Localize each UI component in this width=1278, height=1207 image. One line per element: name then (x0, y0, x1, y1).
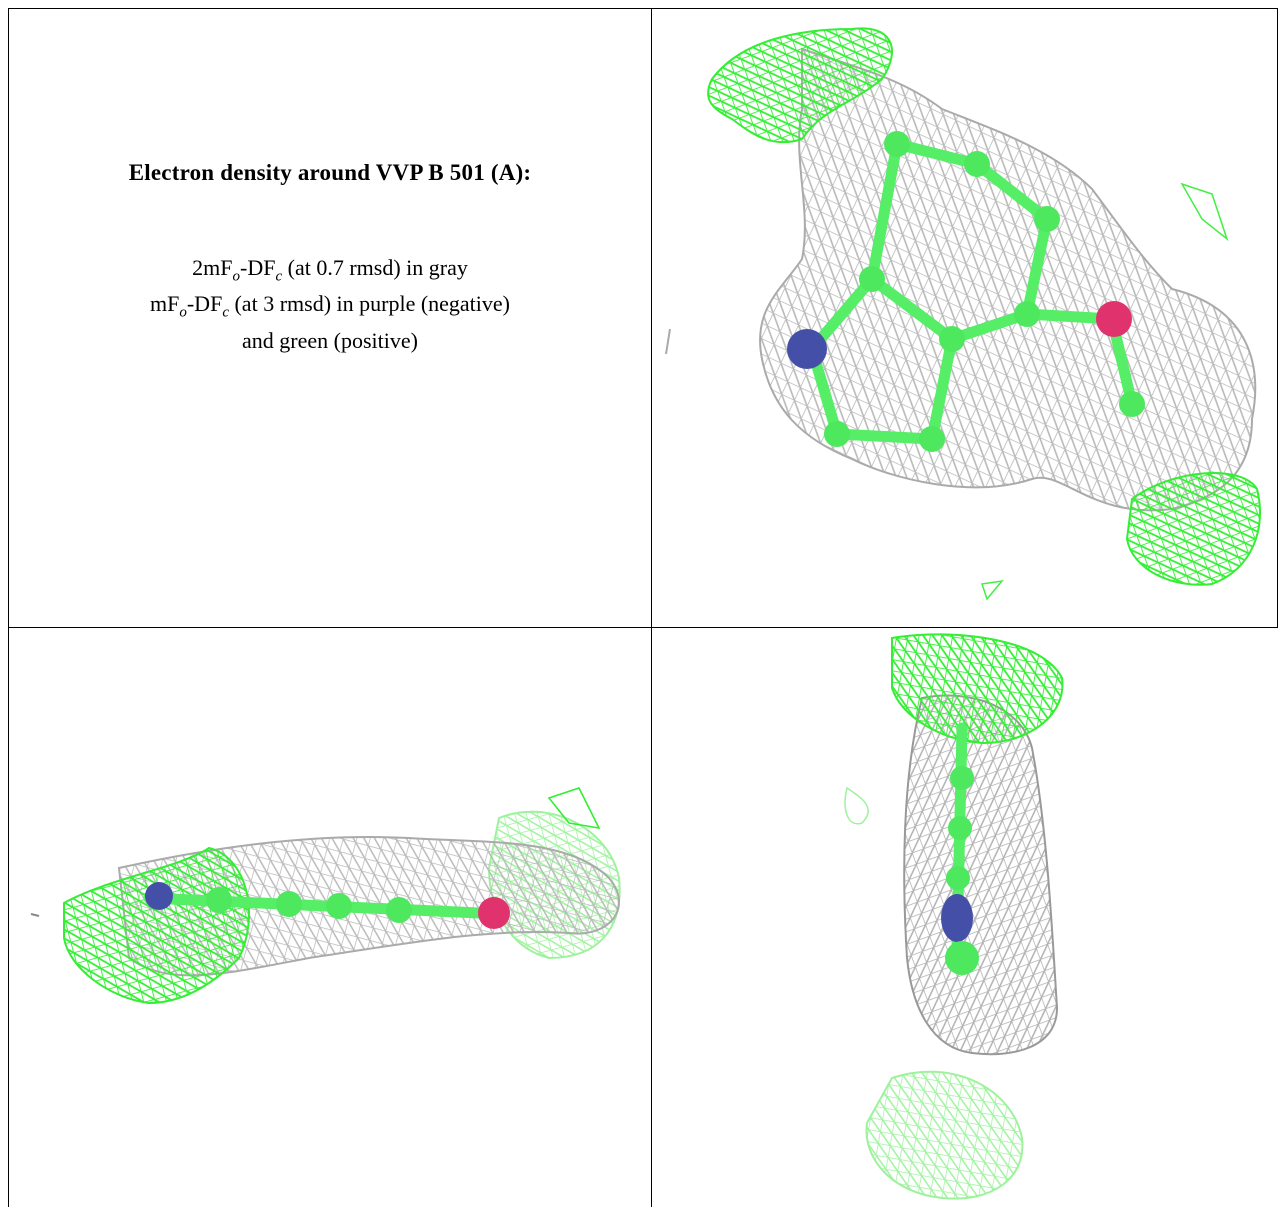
caption-line-3: and green (positive) (242, 327, 418, 353)
atoms (946, 766, 974, 890)
green-density-speck (844, 786, 869, 825)
nitrogen-atom (145, 882, 173, 910)
caption-title: Electron density around VVP B 501 (A): (128, 160, 532, 185)
green-density-speck (1180, 182, 1229, 242)
green-density-left (63, 846, 250, 1005)
green-density-top (891, 633, 1064, 745)
small-mark (30, 913, 40, 917)
molecule-stick-model (143, 892, 485, 919)
table-border-left (8, 8, 9, 1207)
atoms (206, 887, 412, 923)
density-view-end (652, 628, 1277, 1207)
caption-cell: Electron density around VVP B 501 (A): 2… (10, 160, 650, 355)
green-density-bottom (865, 1070, 1024, 1200)
green-density-bottom (1125, 472, 1261, 586)
oxygen-atom (478, 897, 510, 929)
table-border-top (8, 8, 1278, 9)
atoms (824, 131, 1145, 452)
green-density-top (707, 27, 893, 144)
green-density-speck (547, 787, 601, 830)
oxygen-atom (1096, 301, 1132, 337)
gray-density-mesh (903, 694, 1059, 1056)
nitrogen-atom (941, 894, 973, 942)
density-view-top (652, 9, 1277, 626)
green-density-speck-2 (981, 579, 1004, 601)
density-view-side (9, 628, 650, 1207)
table-border-row (8, 627, 1278, 628)
small-mark (665, 328, 671, 355)
caption-line-2: mFo-DFc (at 3 rmsd) in purple (negative) (150, 291, 510, 321)
table-border-middle (651, 8, 652, 1207)
terminal-atom (945, 941, 979, 975)
nitrogen-atom (787, 329, 827, 369)
caption-line-1: 2mFo-DFc (at 0.7 rmsd) in gray (192, 255, 468, 285)
